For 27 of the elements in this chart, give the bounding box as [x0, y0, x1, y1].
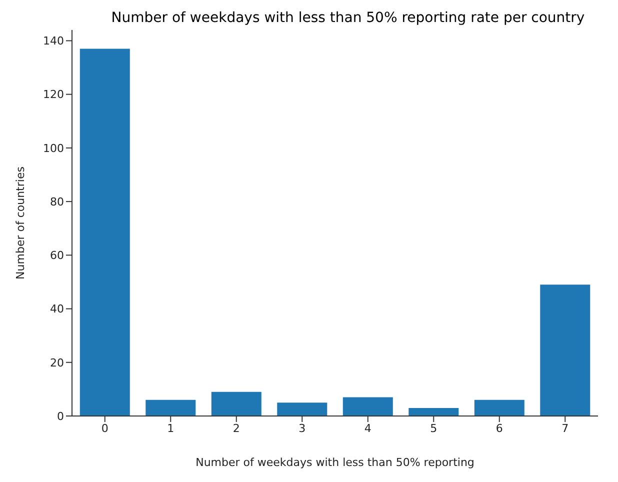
- x-tick-label: 3: [298, 422, 306, 435]
- y-tick-label: 0: [57, 410, 64, 423]
- y-tick-label: 80: [50, 195, 64, 208]
- y-axis-title: Number of countries: [14, 166, 27, 280]
- y-tick-label: 20: [50, 356, 64, 370]
- bar: [540, 284, 590, 416]
- x-tick-label: 0: [101, 422, 108, 435]
- x-tick-label: 6: [496, 422, 503, 435]
- bar: [277, 402, 328, 416]
- bar: [342, 397, 393, 416]
- bar: [146, 400, 196, 416]
- y-tick-label: 140: [43, 34, 64, 48]
- x-tick-label: 7: [562, 422, 569, 435]
- y-tick-label: 40: [50, 302, 64, 316]
- y-tick-label: 100: [43, 142, 64, 155]
- x-tick-label: 5: [430, 422, 438, 435]
- x-tick-label: 2: [232, 422, 240, 435]
- bar: [211, 392, 262, 416]
- x-tick-label: 1: [167, 422, 174, 435]
- x-tick-label: 4: [364, 422, 372, 435]
- x-axis-title: Number of weekdays with less than 50% reporting: [196, 456, 474, 469]
- bar: [474, 400, 524, 416]
- chart-title: Number of weekdays with less than 50% reporting rate per country: [110, 10, 586, 26]
- bar: [80, 48, 130, 416]
- y-tick-label: 120: [43, 88, 64, 102]
- y-tick-label: 60: [50, 249, 64, 262]
- bar: [408, 408, 459, 416]
